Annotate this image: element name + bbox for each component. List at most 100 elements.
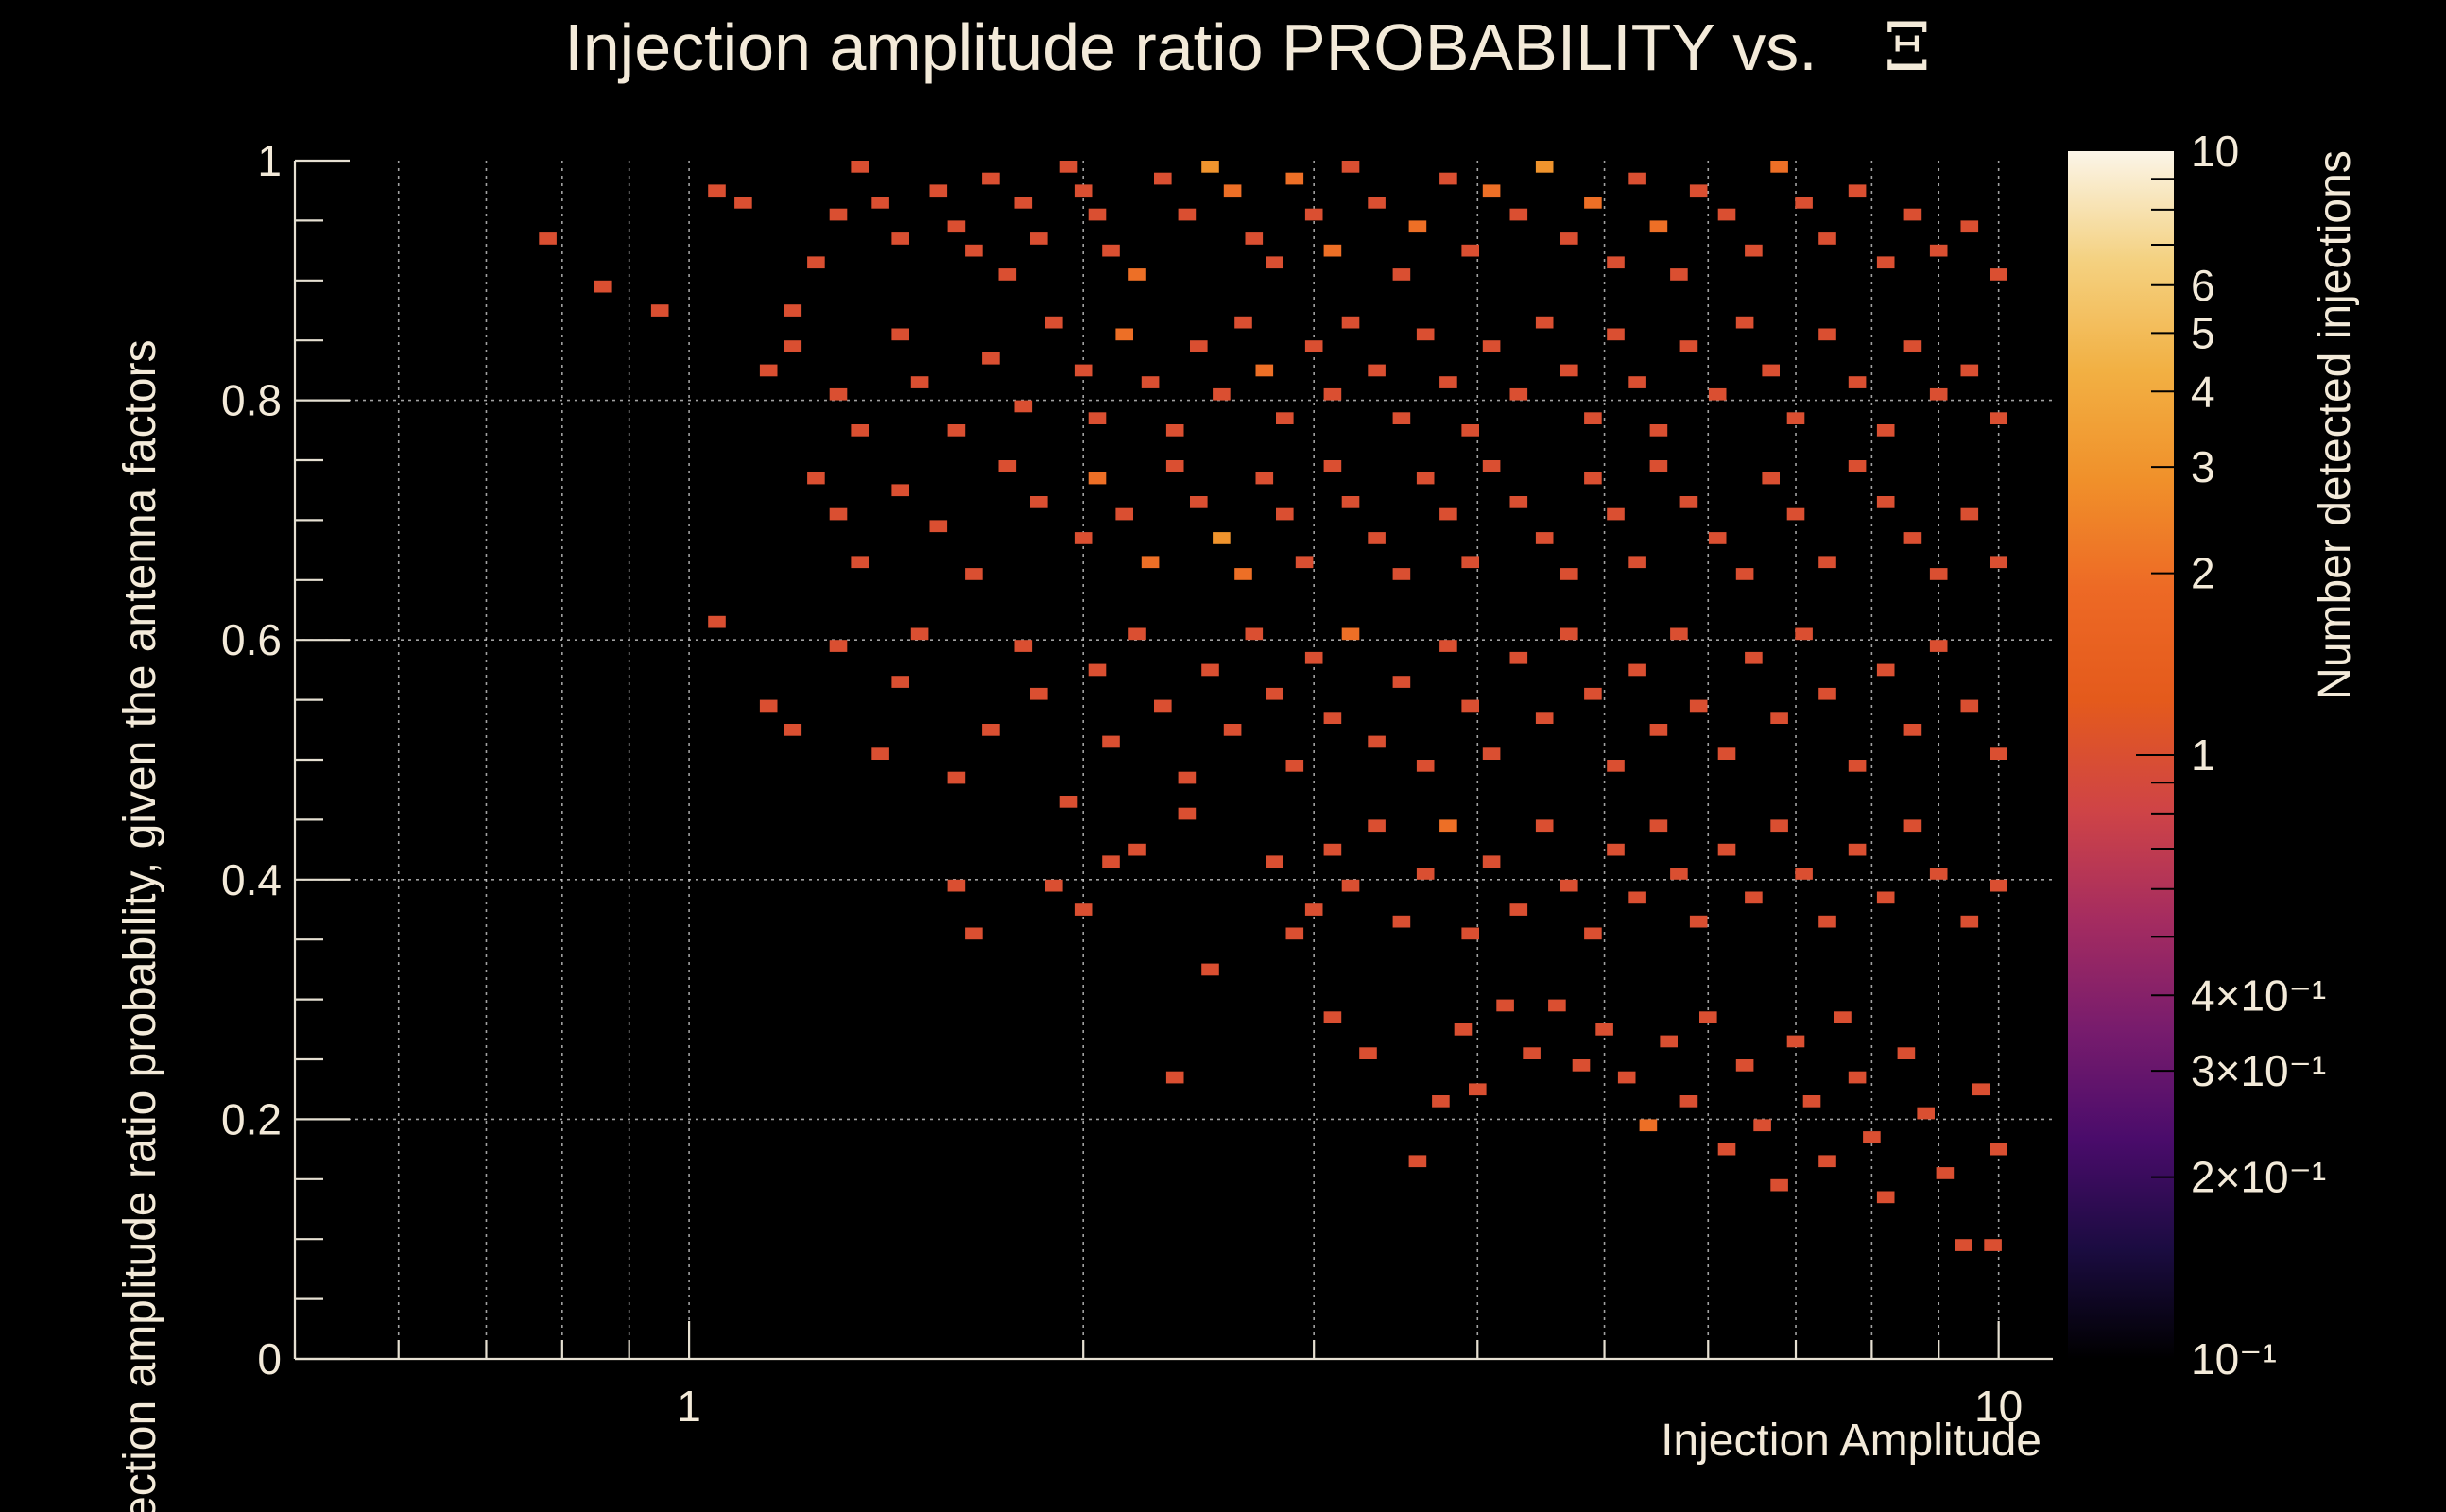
heatmap-cell [1876, 256, 1895, 269]
heatmap-cell [1323, 460, 1342, 472]
heatmap-cell [1341, 316, 1360, 329]
heatmap-cell [1903, 208, 1922, 221]
heatmap-cell [1439, 376, 1457, 388]
heatmap-cell [1088, 472, 1107, 485]
heatmap-cell [1876, 663, 1895, 677]
heatmap-cell [1234, 316, 1252, 329]
heatmap-cell [1190, 340, 1208, 352]
heatmap-cell [947, 879, 966, 892]
heatmap-cell [1786, 412, 1805, 424]
heatmap-cell [947, 424, 966, 437]
chart-title: Injection amplitude ratio PROBABILITY vs… [564, 9, 1930, 86]
title-text: Injection amplitude ratio PROBABILITY vs… [564, 10, 1817, 84]
heatmap-cell [1030, 496, 1048, 508]
heatmap-cell [1628, 556, 1646, 569]
heatmap-cell [1960, 699, 1979, 713]
heatmap-cell [1679, 1095, 1698, 1108]
heatmap-cell [1955, 1239, 1972, 1251]
heatmap-cell [1560, 627, 1578, 641]
heatmap-cell [1876, 424, 1895, 437]
heatmap-cell [1628, 663, 1646, 677]
heatmap-cell [1368, 197, 1386, 209]
heatmap-cell [1699, 1011, 1717, 1023]
heatmap-cell [1762, 364, 1780, 377]
heatmap-cell [910, 627, 929, 641]
heatmap-cell [1088, 208, 1107, 221]
y-tick-label: 0.8 [221, 376, 282, 425]
heatmap-cell [1560, 232, 1578, 245]
color-scale-bar: 10 65 4 3 2 1 4×10⁻¹ 3×10⁻¹ 2×10⁻¹ 10⁻¹ [2068, 127, 2326, 1383]
heatmap-cell [891, 676, 909, 688]
heatmap-cell [1255, 364, 1274, 377]
heatmap-cell [1818, 232, 1836, 245]
heatmap-cell [1392, 568, 1411, 580]
heatmap-cell [1903, 819, 1922, 833]
heatmap-cell [1266, 687, 1283, 700]
heatmap-cell [1461, 927, 1479, 940]
heatmap-cell [1876, 891, 1895, 904]
heatmap-cell [1649, 220, 1668, 233]
heatmap-cell [1201, 161, 1219, 173]
heatmap-cell [1548, 999, 1566, 1012]
heatmap-cell [1679, 496, 1698, 508]
heatmap-cell [1735, 316, 1754, 329]
heatmap-cell [947, 771, 966, 784]
heatmap-cell [1245, 232, 1264, 245]
heatmap-cell [1770, 161, 1788, 173]
heatmap-cell [1745, 651, 1763, 664]
heatmap-cell [1649, 460, 1668, 472]
heatmap-cell [1717, 843, 1736, 856]
heatmap-cell [871, 197, 889, 209]
heatmap-cell [1584, 927, 1602, 940]
heatmap-cell [1304, 651, 1323, 664]
heatmap-cell [1660, 1035, 1678, 1048]
heatmap-cell [998, 268, 1017, 281]
heatmap-cell [708, 184, 726, 198]
heatmap-cell [1639, 1119, 1658, 1132]
heatmap-cell [1848, 184, 1867, 198]
heatmap-cell [1509, 208, 1528, 221]
heatmap-cell [1392, 412, 1411, 424]
heatmap-cell [1141, 556, 1160, 569]
y-tick-label: 0.4 [221, 855, 282, 904]
heatmap-cell [1795, 627, 1813, 641]
heatmap-cell [1285, 927, 1304, 940]
colorbar-tick-label: 2 [2191, 549, 2215, 598]
heatmap-cell [1165, 424, 1184, 437]
colorbar-tick-label: 6 [2191, 261, 2215, 310]
heatmap-cell [1088, 412, 1107, 424]
heatmap-cell [1535, 316, 1554, 329]
heatmap-cell [1936, 1167, 1955, 1179]
heatmap-cell [1482, 460, 1501, 472]
heatmap-cell [807, 472, 825, 485]
heatmap-cell [1285, 172, 1304, 185]
colorbar-tick-label: 1 [2191, 730, 2215, 780]
heatmap-cell [1708, 532, 1727, 544]
heatmap-cell [1030, 232, 1048, 245]
heatmap-cell [910, 376, 929, 388]
heatmap-cell [1990, 268, 2007, 281]
heatmap-cell [1141, 376, 1160, 388]
colorbar-tick-label: 4×10⁻¹ [2191, 971, 2326, 1020]
heatmap-cell [1304, 903, 1323, 916]
heatmap-cell [1818, 915, 1836, 928]
heatmap-cell [965, 244, 983, 257]
heatmap-cell [1818, 687, 1836, 700]
x-tick-label: 10 [1974, 1382, 2023, 1431]
heatmap-cell [1897, 1047, 1916, 1059]
heatmap-cell [1572, 1059, 1591, 1072]
heatmap-cell [1014, 197, 1033, 209]
heatmap-cell [1461, 699, 1479, 713]
heatmap-cell [1201, 963, 1219, 976]
heatmap-cell [1295, 556, 1314, 569]
heatmap-cell [1535, 532, 1554, 544]
heatmap-cell [1745, 891, 1763, 904]
colorbar-tick-label: 4 [2191, 367, 2215, 416]
heatmap-cell [1786, 1035, 1805, 1048]
heatmap-cell [1670, 868, 1688, 880]
heatmap-cell [1154, 699, 1172, 713]
heatmap-cell [784, 304, 802, 317]
heatmap-cell [734, 197, 752, 209]
heatmap-cell [1990, 879, 2007, 892]
